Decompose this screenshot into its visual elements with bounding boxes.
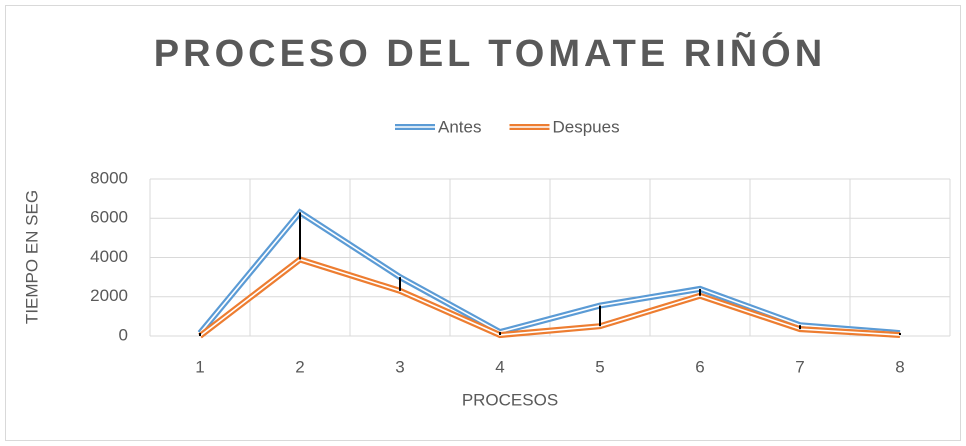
series-line-inner bbox=[199, 258, 901, 337]
chart-border bbox=[5, 5, 961, 441]
x-tick-label: 2 bbox=[295, 357, 304, 376]
x-tick-label: 3 bbox=[395, 357, 404, 376]
x-tick-label: 8 bbox=[895, 357, 904, 376]
chart-title: PROCESO DEL TOMATE RIÑÓN bbox=[154, 31, 826, 75]
legend-label: Antes bbox=[438, 117, 481, 136]
y-tick-label: 8000 bbox=[90, 168, 128, 187]
y-axis-title: TIEMPO EN SEG bbox=[22, 190, 41, 324]
x-tick-label: 5 bbox=[595, 357, 604, 376]
y-tick-label: 2000 bbox=[90, 286, 128, 305]
legend-label: Despues bbox=[552, 117, 619, 136]
series-line-inner bbox=[199, 211, 901, 334]
y-tick-label: 0 bbox=[119, 325, 128, 344]
x-tick-label: 1 bbox=[195, 357, 204, 376]
y-tick-label: 4000 bbox=[90, 247, 128, 266]
x-axis-title: PROCESOS bbox=[462, 390, 558, 409]
x-tick-label: 4 bbox=[495, 357, 504, 376]
x-tick-label: 7 bbox=[795, 357, 804, 376]
x-tick-label: 6 bbox=[695, 357, 704, 376]
y-tick-label: 6000 bbox=[90, 208, 128, 227]
